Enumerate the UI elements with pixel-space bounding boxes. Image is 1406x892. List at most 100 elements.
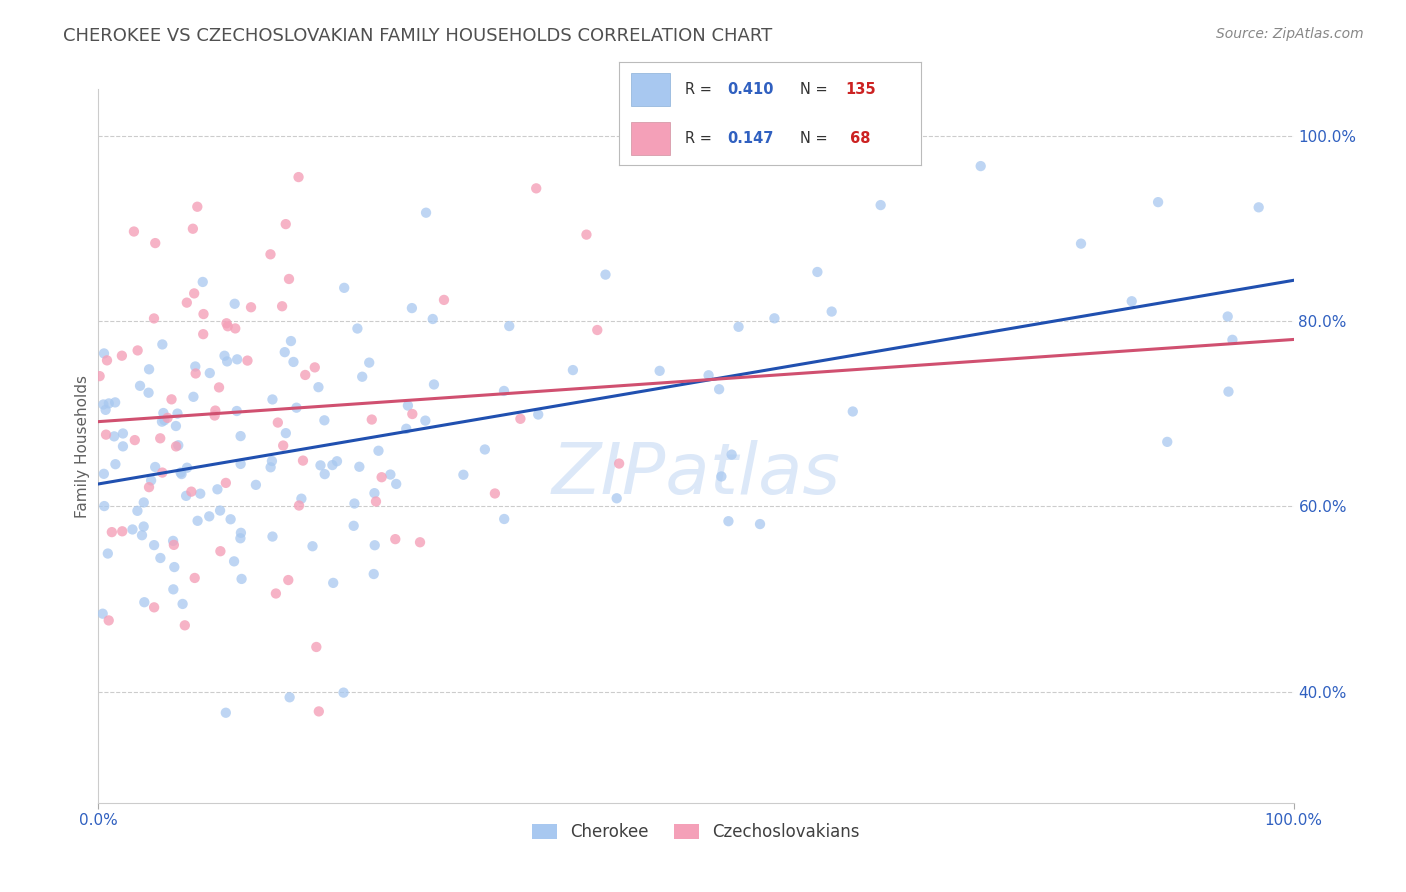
Point bbox=[143, 538, 166, 552]
Text: N =: N = bbox=[800, 131, 832, 146]
Point bbox=[322, 575, 344, 590]
Point bbox=[229, 429, 252, 443]
Point bbox=[217, 354, 239, 368]
Point bbox=[262, 530, 284, 544]
Point bbox=[1222, 333, 1244, 347]
Point bbox=[111, 524, 134, 539]
Text: R =: R = bbox=[685, 131, 717, 146]
Point bbox=[384, 532, 406, 546]
Point bbox=[260, 454, 283, 468]
Point bbox=[166, 407, 188, 421]
Point bbox=[167, 438, 190, 452]
Point bbox=[321, 458, 343, 472]
Point bbox=[1147, 195, 1170, 210]
Point bbox=[707, 382, 730, 396]
Point bbox=[149, 431, 172, 445]
Point bbox=[288, 499, 311, 513]
Point bbox=[287, 170, 309, 185]
Point bbox=[264, 586, 287, 600]
Point bbox=[401, 301, 423, 315]
Point bbox=[226, 352, 249, 367]
Text: 0.147: 0.147 bbox=[727, 131, 773, 146]
Text: 68: 68 bbox=[845, 131, 870, 146]
Point bbox=[111, 439, 134, 453]
Point bbox=[183, 286, 205, 301]
Point bbox=[304, 360, 326, 375]
Point bbox=[162, 582, 184, 597]
Point bbox=[433, 293, 456, 307]
Point bbox=[191, 275, 214, 289]
Point bbox=[143, 460, 166, 475]
Point bbox=[132, 519, 155, 533]
Bar bbox=[631, 122, 671, 155]
Point bbox=[165, 419, 187, 434]
Point bbox=[259, 460, 281, 475]
Point bbox=[806, 265, 828, 279]
Point bbox=[138, 362, 160, 376]
Point bbox=[305, 640, 328, 654]
Point bbox=[184, 359, 207, 374]
Point bbox=[396, 399, 419, 413]
Text: 135: 135 bbox=[845, 81, 876, 96]
Point bbox=[162, 533, 184, 548]
Point bbox=[132, 495, 155, 509]
Point bbox=[363, 567, 385, 582]
Point bbox=[586, 323, 609, 337]
Point bbox=[93, 499, 115, 513]
Point bbox=[271, 299, 294, 313]
Point bbox=[97, 547, 120, 561]
Point bbox=[763, 311, 786, 326]
Point bbox=[96, 353, 118, 368]
Bar bbox=[631, 73, 671, 105]
Point bbox=[720, 448, 742, 462]
Point bbox=[103, 429, 125, 443]
Point bbox=[208, 380, 231, 394]
Point bbox=[380, 467, 402, 482]
Point bbox=[163, 538, 186, 552]
Text: ZIPatlas: ZIPatlas bbox=[551, 440, 841, 509]
Point bbox=[183, 390, 205, 404]
Point bbox=[415, 414, 437, 428]
Point bbox=[262, 392, 284, 407]
Point bbox=[280, 334, 302, 348]
Point bbox=[291, 453, 314, 467]
Point bbox=[727, 319, 749, 334]
Point bbox=[122, 225, 145, 239]
Point bbox=[274, 217, 297, 231]
Point bbox=[180, 484, 202, 499]
Point bbox=[301, 539, 323, 553]
Point bbox=[176, 295, 198, 310]
Point bbox=[869, 198, 891, 212]
Point bbox=[333, 281, 356, 295]
Point bbox=[104, 395, 127, 409]
Point bbox=[174, 489, 197, 503]
Point bbox=[1070, 236, 1092, 251]
Point bbox=[1247, 200, 1270, 214]
Point bbox=[215, 475, 238, 490]
Point bbox=[93, 346, 115, 360]
Point bbox=[575, 227, 598, 242]
Point bbox=[176, 460, 198, 475]
Point bbox=[294, 368, 316, 382]
Text: R =: R = bbox=[685, 81, 717, 96]
Point bbox=[224, 297, 246, 311]
Point bbox=[314, 413, 336, 427]
Point bbox=[229, 457, 252, 471]
Point bbox=[121, 523, 143, 537]
Point bbox=[277, 573, 299, 587]
Point bbox=[1218, 384, 1240, 399]
Point bbox=[127, 504, 149, 518]
Point bbox=[104, 457, 127, 471]
Point bbox=[370, 470, 392, 484]
Text: Source: ZipAtlas.com: Source: ZipAtlas.com bbox=[1216, 27, 1364, 41]
Point bbox=[561, 363, 583, 377]
Point bbox=[346, 321, 368, 335]
Text: CHEROKEE VS CZECHOSLOVAKIAN FAMILY HOUSEHOLDS CORRELATION CHART: CHEROKEE VS CZECHOSLOVAKIAN FAMILY HOUSE… bbox=[63, 27, 772, 45]
Point bbox=[124, 433, 146, 447]
Point bbox=[229, 525, 252, 540]
Point bbox=[181, 221, 204, 235]
Text: 0.410: 0.410 bbox=[727, 81, 773, 96]
Point bbox=[697, 368, 720, 383]
Point bbox=[415, 205, 437, 219]
Point bbox=[231, 572, 253, 586]
